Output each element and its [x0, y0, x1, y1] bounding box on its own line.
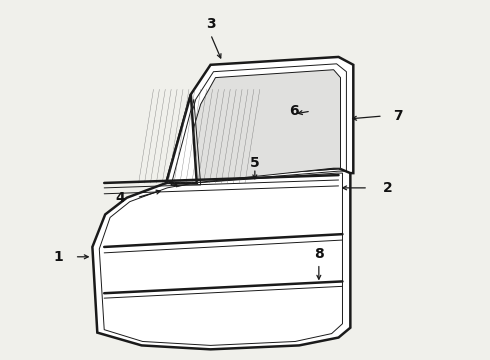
Text: 6: 6: [290, 104, 299, 118]
Polygon shape: [166, 57, 353, 183]
Polygon shape: [176, 70, 341, 187]
Polygon shape: [166, 94, 197, 183]
Text: 5: 5: [250, 156, 260, 170]
Text: 8: 8: [314, 247, 324, 261]
Text: 4: 4: [115, 191, 125, 205]
Text: 3: 3: [206, 17, 215, 31]
Text: 1: 1: [53, 250, 63, 264]
Polygon shape: [93, 168, 350, 349]
Text: 2: 2: [383, 181, 392, 195]
Text: 7: 7: [393, 109, 402, 123]
